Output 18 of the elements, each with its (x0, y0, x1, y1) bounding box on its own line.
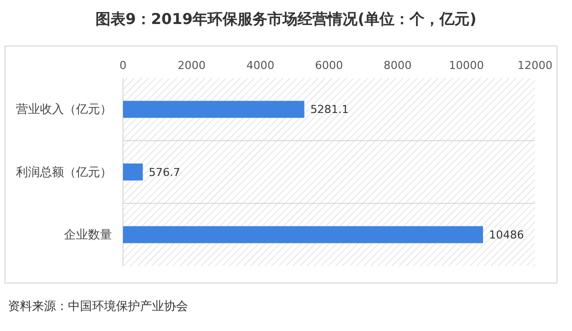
data-label: 5281.1 (310, 103, 349, 116)
x-tick-label: 2000 (178, 59, 206, 72)
data-label: 10486 (489, 228, 524, 242)
bar (123, 164, 143, 180)
bar (123, 100, 304, 118)
y-tick-label: 利润总额（亿元） (16, 164, 112, 179)
x-tick-label: 4000 (246, 59, 274, 72)
data-label: 576.7 (148, 166, 180, 179)
x-tick-label: 8000 (384, 59, 412, 72)
x-tick-label: 12000 (518, 59, 552, 72)
text: 资料来源：中国环境保护产业协会 (8, 299, 188, 313)
bar (123, 226, 484, 244)
x-tick-label: 6000 (315, 59, 343, 72)
y-tick-label: 企业数量 (64, 228, 112, 242)
x-tick-label: 10000 (448, 59, 484, 72)
x-tick-label: 0 (120, 59, 126, 72)
chart-title: 图表9：2019年环保服务市场经营情况(单位：个，亿元) (96, 10, 476, 28)
y-tick-label: 营业收入（亿元） (16, 102, 112, 116)
